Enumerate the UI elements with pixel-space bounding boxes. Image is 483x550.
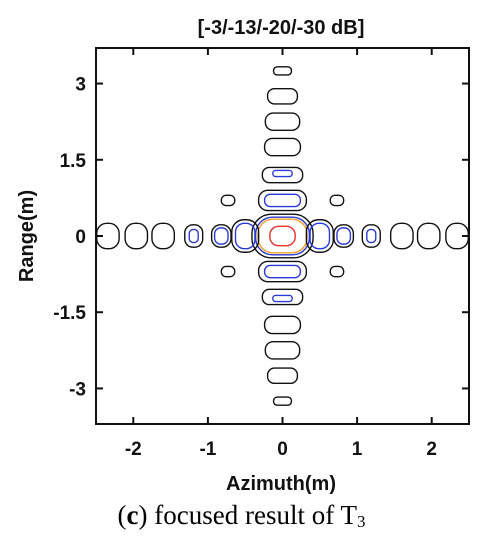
contour-minus20db (234, 222, 256, 250)
contour-minus20db (336, 227, 352, 245)
contour-chart: [-3/-13/-20/-30 dB] -2 -1 0 1 2 -3-1.501.53 … (16, 17, 470, 495)
x-tick-label: 0 (277, 439, 288, 460)
x-axis: -2 -1 0 1 2 (125, 48, 437, 460)
y-axis-label: Range(m) (16, 190, 38, 282)
contour-minus30db (264, 112, 301, 132)
y-tick-label: -1.5 (53, 303, 86, 324)
contour-minus30db (184, 224, 204, 248)
caption-subscript: 3 (356, 512, 366, 531)
contour-minus30db (220, 194, 236, 207)
contour-minus30db (361, 224, 381, 248)
contour-minus20db (254, 216, 311, 256)
x-tick-label: 1 (352, 439, 363, 460)
contour-minus30db (263, 315, 302, 335)
contour-minus30db (272, 396, 293, 406)
contour-minus30db (124, 222, 149, 250)
contour-minus30db (261, 288, 304, 306)
x-tick-label: 2 (426, 439, 437, 460)
contour-minus30db (329, 265, 345, 278)
contour-minus30db (151, 222, 176, 250)
y-tick-label: -3 (69, 379, 86, 400)
contour-minus30db (266, 87, 299, 105)
contour-minus30db (329, 194, 345, 207)
contour-lines (96, 66, 469, 406)
y-tick-label: 1.5 (60, 151, 87, 172)
contour-minus20db (366, 228, 377, 244)
y-tick-label: 3 (75, 75, 86, 96)
contour-minus30db (231, 219, 260, 253)
contour-minus30db (257, 260, 308, 283)
x-tick-label: -1 (199, 439, 216, 460)
caption-text: focused result of T (147, 500, 357, 530)
contour-minus30db (220, 265, 236, 278)
contour-minus30db (389, 222, 414, 250)
contour-minus20db (272, 294, 293, 303)
y-axis: -3 -1.5 0 1.5 3 (53, 75, 469, 400)
contour-minus30db (445, 222, 469, 250)
contour-minus13db (257, 218, 308, 254)
contour-minus30db (305, 219, 334, 253)
contour-minus30db (257, 189, 308, 212)
x-axis-label: Azimuth(m) (226, 473, 336, 495)
contour-minus20db (263, 264, 302, 279)
contour-minus30db (272, 66, 293, 76)
contour-minus30db (416, 222, 441, 250)
contour-minus30db (251, 213, 314, 259)
figure-caption: (c) focused result of T3 (117, 500, 366, 531)
contour-minus30db (266, 367, 299, 385)
contour-minus20db (188, 228, 199, 244)
contour-minus30db (210, 224, 232, 248)
contour-minus20db (309, 222, 331, 250)
contour-minus20db (263, 193, 302, 208)
contour-minus30db (333, 224, 355, 248)
x-tick-label: -2 (125, 439, 142, 460)
chart-title: [-3/-13/-20/-30 dB] (198, 17, 365, 39)
contour-minus30db (263, 137, 302, 157)
contour-minus30db (96, 222, 120, 250)
contour-minus30db (264, 340, 301, 360)
contour-minus3db (269, 225, 296, 247)
y-tick-label: 0 (75, 227, 86, 248)
contour-minus20db (272, 169, 293, 178)
caption-panel-letter: c (126, 500, 139, 530)
contour-minus30db (261, 166, 304, 184)
contour-minus20db (213, 227, 229, 245)
